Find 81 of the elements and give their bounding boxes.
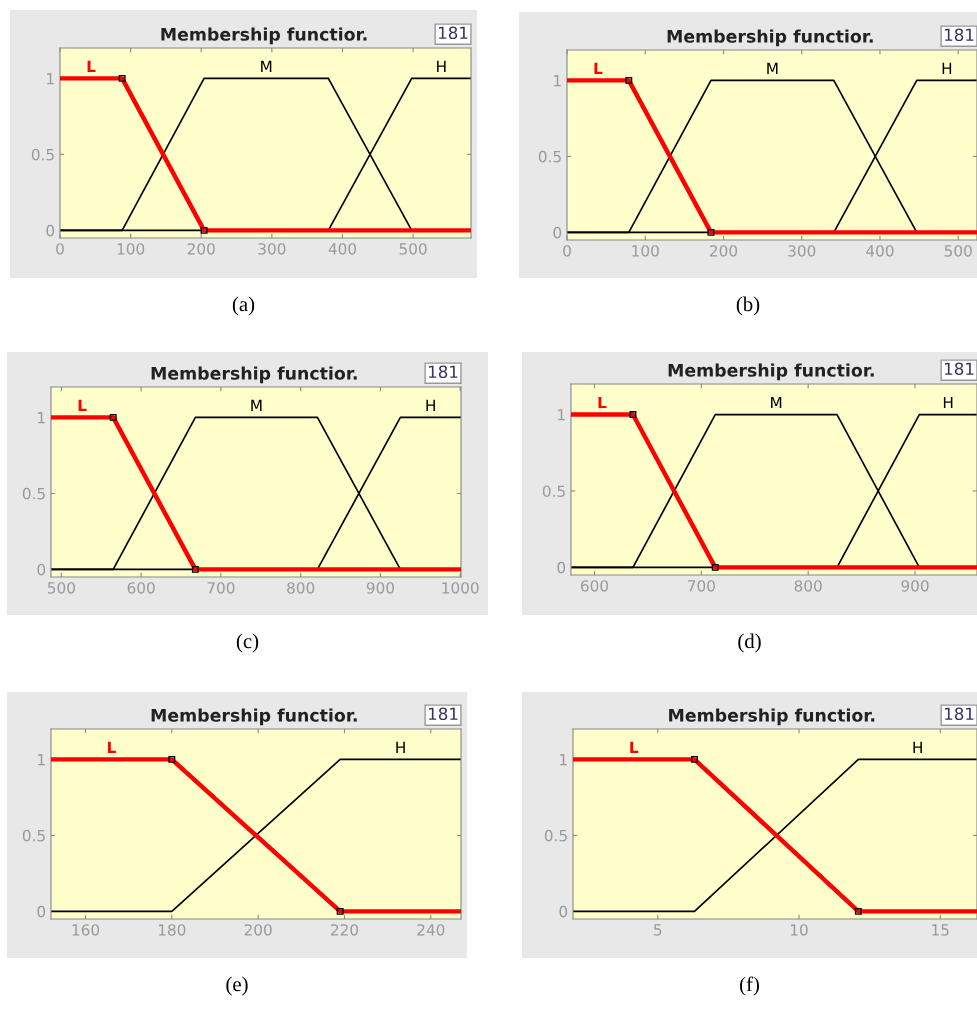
text: 181 (945, 707, 974, 721)
x-tick-label: 900 (901, 580, 929, 592)
x-tick-label: 800 (287, 582, 315, 594)
y-tick-label: 1 (560, 754, 567, 766)
chart-title: Membership functior. (669, 708, 875, 726)
text: 181 (944, 362, 974, 376)
y-tick-label: 0.5 (542, 485, 565, 497)
text: 181 (428, 707, 458, 721)
chart-title: Membership functior. (151, 708, 357, 726)
x-tick-label: 15 (932, 924, 949, 936)
series-label: H (913, 741, 922, 753)
series-label: L (630, 741, 639, 753)
chart-title: Membership functior. (668, 363, 874, 381)
text: (d) (738, 633, 761, 653)
x-tick-label: 200 (710, 245, 738, 257)
text: 181 (428, 365, 458, 379)
y-tick-label: 0 (559, 905, 568, 918)
series-label: L (594, 62, 603, 74)
text: (c) (236, 633, 259, 653)
x-tick-label: 600 (580, 580, 609, 592)
series-label: M (767, 62, 778, 74)
y-tick-label: 1 (47, 73, 54, 85)
text: (b) (736, 296, 760, 316)
series-label: H (426, 399, 435, 411)
x-tick-label: 500 (47, 582, 75, 594)
chart-title: Membership functior. (151, 366, 357, 384)
x-tick-label: 5 (654, 924, 662, 936)
series-label: H (396, 741, 405, 753)
y-tick-label: 0 (46, 224, 55, 237)
text: (a) (232, 296, 255, 316)
series-label: L (598, 396, 607, 409)
y-tick-label: 0 (553, 226, 562, 239)
x-tick-label: 180 (158, 924, 186, 936)
series-label: L (107, 741, 116, 753)
y-tick-label: 0.5 (22, 829, 45, 842)
series-label: H (943, 396, 953, 409)
x-tick-label: 800 (794, 580, 822, 592)
x-tick-label: 700 (207, 582, 235, 594)
x-tick-label: 0 (56, 243, 64, 255)
series-label: L (87, 60, 96, 72)
x-tick-label: 300 (788, 245, 816, 257)
x-tick-label: 200 (244, 924, 272, 936)
x-tick-label: 100 (632, 245, 659, 257)
x-tick-label: 300 (258, 243, 286, 255)
series-label: H (437, 60, 446, 72)
chart-title: Membership functior. (161, 27, 367, 45)
x-tick-label: 1000 (442, 582, 479, 594)
x-tick-label: 900 (366, 582, 394, 594)
y-tick-label: 0 (37, 905, 46, 918)
text: (f) (740, 976, 759, 996)
chart-title: Membership functior. (667, 29, 873, 47)
y-tick-label: 1 (38, 754, 45, 766)
y-tick-label: 1 (38, 412, 45, 424)
y-tick-label: 1 (554, 75, 561, 87)
y-tick-label: 0.5 (31, 148, 54, 161)
y-tick-label: 1 (558, 409, 565, 421)
y-tick-label: 0 (557, 561, 566, 574)
y-tick-label: 0.5 (538, 150, 561, 163)
y-tick-label: 0 (37, 563, 46, 576)
x-tick-label: 200 (187, 243, 215, 255)
series-label: M (251, 399, 262, 411)
x-tick-label: 500 (399, 243, 427, 255)
series-label: H (942, 62, 952, 74)
x-tick-label: 700 (688, 580, 715, 592)
x-tick-label: 160 (72, 924, 100, 936)
series-label: M (261, 60, 272, 72)
x-tick-label: 10 (790, 924, 808, 936)
x-tick-label: 500 (944, 245, 972, 257)
text: 181 (438, 26, 468, 40)
x-tick-label: 600 (127, 582, 155, 594)
x-tick-label: 220 (331, 924, 359, 936)
x-tick-label: 400 (866, 245, 894, 257)
y-tick-label: 0.5 (544, 829, 567, 842)
series-label: M (771, 396, 782, 409)
x-tick-label: 240 (417, 924, 445, 936)
y-tick-label: 0.5 (22, 487, 45, 500)
series-label: L (78, 399, 87, 411)
x-tick-label: 100 (117, 243, 145, 255)
x-tick-label: 400 (328, 243, 357, 255)
text: (e) (226, 976, 248, 996)
text: 181 (944, 28, 974, 42)
